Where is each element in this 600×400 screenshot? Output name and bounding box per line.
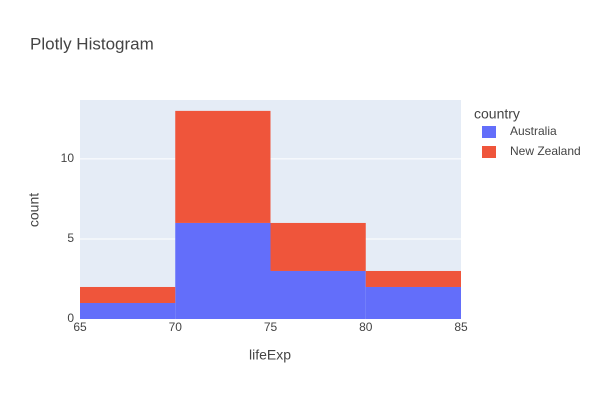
bar bbox=[175, 222, 271, 319]
chart-title: Plotly Histogram bbox=[30, 34, 154, 53]
bar bbox=[270, 270, 366, 319]
bar bbox=[175, 110, 271, 223]
bar bbox=[365, 286, 461, 319]
y-tick-label: 5 bbox=[67, 231, 74, 245]
x-tick-label: 75 bbox=[264, 320, 278, 334]
bar bbox=[80, 286, 176, 303]
legend-label: Australia bbox=[510, 124, 557, 138]
x-tick-label: 80 bbox=[359, 320, 373, 334]
x-tick-label: 85 bbox=[454, 320, 468, 334]
y-tick-label: 0 bbox=[67, 311, 74, 325]
legend-swatch bbox=[482, 146, 496, 158]
bar bbox=[365, 270, 461, 287]
bar bbox=[270, 222, 366, 271]
bar bbox=[80, 302, 176, 319]
x-tick-label: 70 bbox=[169, 320, 183, 334]
legend-title: country bbox=[474, 106, 520, 122]
x-axis-title: lifeExp bbox=[249, 347, 291, 363]
legend-label: New Zealand bbox=[510, 144, 581, 158]
y-tick-label: 10 bbox=[61, 151, 75, 165]
x-tick-label: 65 bbox=[73, 320, 87, 334]
legend-swatch bbox=[482, 126, 496, 138]
y-axis-title: count bbox=[26, 193, 42, 227]
